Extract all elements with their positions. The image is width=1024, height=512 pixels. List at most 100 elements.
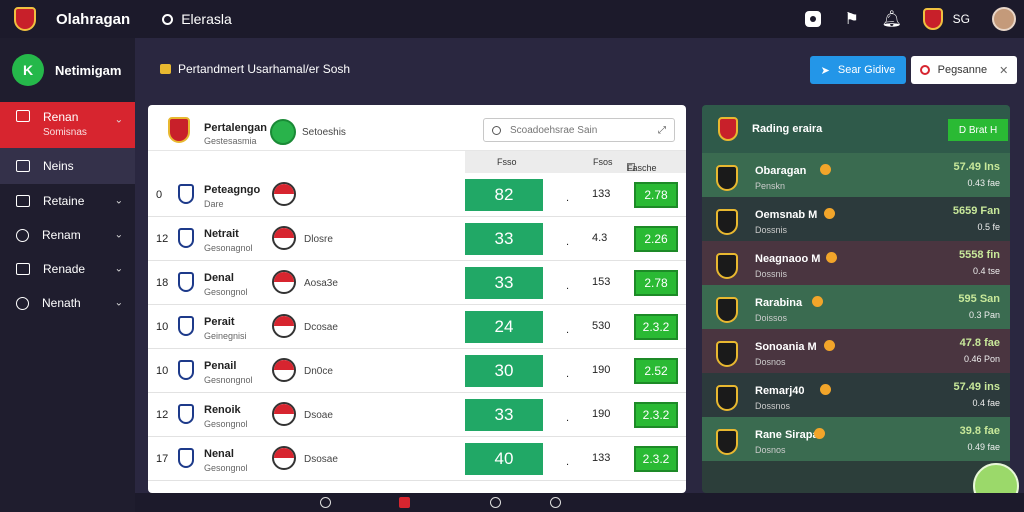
ranking-row[interactable]: Oemsnab M Dossnis 5659 Fan 0.5 fe <box>702 197 1010 241</box>
sidebar-item-retaine[interactable]: Retaine ⌄ <box>0 184 135 218</box>
ball-icon <box>272 314 296 338</box>
odds-button[interactable]: 2.3.2 <box>634 402 678 428</box>
number-cell: 133 <box>592 188 611 200</box>
score-cell[interactable]: 33 <box>465 399 543 431</box>
chevron-down-icon[interactable]: ⌄ <box>114 263 123 275</box>
team-name-cell: Peteagngo <box>204 184 261 196</box>
heart-icon[interactable] <box>490 497 501 508</box>
table-row[interactable]: 18 Denal Gesongnol Aosa3e 33. 153 2.78 <box>148 261 686 305</box>
flag-icon[interactable]: ⚑ <box>844 11 859 28</box>
team-crest-icon <box>178 272 194 292</box>
table-row[interactable]: 0 Peteagngo Dare 82. 133 2.78 <box>148 173 686 217</box>
dot-cell: . <box>566 456 570 468</box>
sidebar-item-renade[interactable]: Renade ⌄ <box>0 252 135 286</box>
secondary-button[interactable]: Pegsanne ✕ <box>911 56 1017 84</box>
chevron-down-icon[interactable]: ⌄ <box>114 114 123 126</box>
media-icon[interactable] <box>399 497 410 508</box>
table-row[interactable]: 12 Netrait Gesonagnol Dlosre 33. 4.3 2.26 <box>148 217 686 261</box>
sidebar-item-renam[interactable]: Renam ⌄ <box>0 218 135 252</box>
odds-button[interactable]: 2.3.2 <box>634 446 678 472</box>
ranking-row[interactable]: Neagnaoo M Dossnis 5558 fin 0.4 tse <box>702 241 1010 285</box>
search-input[interactable] <box>510 124 658 136</box>
ranking-row[interactable]: Rarabina Doissos 595 San 0.3 Pan <box>702 285 1010 329</box>
avatar[interactable] <box>992 7 1016 31</box>
ranking-row[interactable]: Remarj40 Dossnos 57.49 ins 0.4 fae <box>702 373 1010 417</box>
sidebar-item-sub: Somisnas <box>43 127 87 138</box>
club-crest-icon <box>716 385 738 411</box>
table-row[interactable]: 10 Perait Geinegnisi Dcosae 24. 530 2.3.2 <box>148 305 686 349</box>
odds-button[interactable]: 2.52 <box>634 358 678 384</box>
clock-icon[interactable] <box>550 497 561 508</box>
score-cell[interactable]: 33 <box>465 267 543 299</box>
home-icon[interactable] <box>320 497 331 508</box>
ranking-sub: Dosnos <box>755 445 786 455</box>
bell-icon[interactable]: 🔔︎ <box>881 11 902 28</box>
match-label-cell: Dsoae <box>304 410 333 421</box>
ranking-button[interactable]: D Brat H <box>948 119 1008 141</box>
club-crest-icon <box>716 209 738 235</box>
col-header[interactable]: Fsos <box>593 157 613 167</box>
score-cell[interactable]: 82 <box>465 179 543 211</box>
odds-button[interactable]: 2.78 <box>634 270 678 296</box>
score-cell[interactable]: 24 <box>465 311 543 343</box>
ranking-name: Oemsnab M <box>755 209 818 221</box>
expand-icon[interactable]: ⤢ <box>658 124 666 136</box>
ranking-name: Rane Sirapa <box>755 429 819 441</box>
odds-button[interactable]: 2.26 <box>634 226 678 252</box>
search-box[interactable]: ⤢ <box>483 118 675 142</box>
sidebar-item-label: Renan <box>43 110 79 124</box>
table-row[interactable]: 12 Renoik Gesongnol Dsoae 33. 190 2.3.2 <box>148 393 686 437</box>
col-header[interactable]: Fsso <box>497 157 517 167</box>
ranking-row[interactable]: Sonoania M Dosnos 47.8 fae 0.46 Pon <box>702 329 1010 373</box>
breadcrumb-text[interactable]: Pertandmert Usarhamal/er Sosh <box>178 62 351 76</box>
ball-icon <box>272 358 296 382</box>
app-subtitle: Elerasla <box>181 11 232 27</box>
ranking-name: Rarabina <box>755 297 803 309</box>
ranking-title: Rading eraira <box>752 123 823 135</box>
close-icon[interactable]: ✕ <box>999 64 1009 77</box>
dot-cell: . <box>566 412 570 424</box>
club-crest-icon[interactable] <box>922 8 943 30</box>
ranking-value: 47.8 fae <box>959 337 1000 349</box>
team-name-cell: Penail <box>204 360 237 372</box>
ranking-sub: Dossnos <box>755 401 791 411</box>
odds-button[interactable]: 2.3.2 <box>634 314 678 340</box>
table-row[interactable]: 17 Nenal Gesongnol Dsosae 40. 133 2.3.2 <box>148 437 686 481</box>
score-cell[interactable]: 30 <box>465 355 543 387</box>
ball-icon <box>272 402 296 426</box>
ranking-row[interactable]: Rane Sirapa Dosnos 39.8 fae 0.49 fae <box>702 417 1010 461</box>
sidebar-item-nenath[interactable]: Nenath ⌄ <box>0 286 135 320</box>
sidebar-item-neins[interactable]: Neins <box>0 148 135 184</box>
top-actions: ⚑ 🔔︎ SG <box>804 0 1024 38</box>
club-logo[interactable] <box>14 7 36 31</box>
dot-cell: . <box>566 368 570 380</box>
brand[interactable]: K Netimigam <box>0 38 135 102</box>
chevron-down-icon[interactable]: ⌄ <box>114 195 123 207</box>
primary-button[interactable]: ➤ Sear Gidive <box>810 56 906 84</box>
club-crest-icon <box>716 341 738 367</box>
chevron-down-icon[interactable]: ⌄ <box>114 297 123 309</box>
chart-icon <box>16 263 30 275</box>
ball-icon <box>272 182 296 206</box>
checkbox-icon[interactable] <box>627 163 635 171</box>
table-row[interactable]: 10 Penail Gesnongnol Dn0ce 30. 190 2.52 <box>148 349 686 393</box>
ranking-sub: Penskn <box>755 181 786 191</box>
odds-button[interactable]: 2.78 <box>634 182 678 208</box>
score-cell[interactable]: 40 <box>465 443 543 475</box>
score-cell[interactable]: 33 <box>465 223 543 255</box>
ranking-row[interactable]: Obaragan Penskn 57.49 Ins 0.43 fae <box>702 153 1010 197</box>
ranking-change: 0.5 fe <box>977 222 1000 232</box>
team-sub: Gestesasmia <box>204 136 257 146</box>
club-crest-icon <box>716 429 738 455</box>
nav-text: Renan Somisnas <box>43 110 87 138</box>
rank-cell: 17 <box>156 453 169 465</box>
ranking-value: 5558 fin <box>959 249 1000 261</box>
sidebar-item-renan[interactable]: Renan Somisnas ⌄ <box>0 102 135 148</box>
match-table-panel: Pertalengan Gestesasmia Setoeshis ⤢ Fsso… <box>148 105 686 493</box>
team-name-cell: Netrait <box>204 228 239 240</box>
user-initials[interactable]: SG <box>952 12 970 26</box>
chevron-down-icon[interactable]: ⌄ <box>114 229 123 241</box>
camera-icon[interactable] <box>804 11 821 27</box>
sidebar-item-label: Neins <box>43 159 74 173</box>
refresh-icon <box>16 228 29 242</box>
